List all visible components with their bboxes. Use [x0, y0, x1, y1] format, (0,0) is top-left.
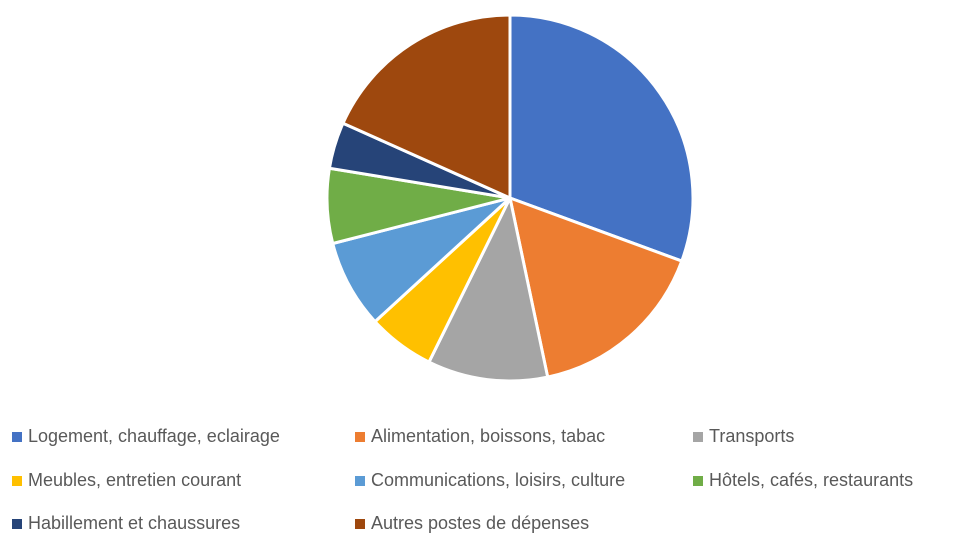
legend-swatch — [12, 519, 22, 529]
legend-swatch — [12, 432, 22, 442]
legend-swatch — [693, 432, 703, 442]
pie-slice — [426, 193, 550, 383]
legend-label: Logement, chauffage, eclairage — [28, 426, 280, 446]
legend-label: Transports — [709, 426, 794, 446]
legend-swatch — [693, 476, 703, 486]
pie-slice — [340, 13, 512, 201]
legend-label: Communications, loisirs, culture — [371, 470, 625, 490]
legend-swatch — [355, 432, 365, 442]
pie-slice — [508, 13, 695, 263]
pie-slice — [507, 195, 684, 379]
legend-swatch — [355, 476, 365, 486]
legend-label: Alimentation, boissons, tabac — [371, 426, 605, 446]
legend-swatch — [12, 476, 22, 486]
legend-label: Meubles, entretien courant — [28, 470, 241, 490]
legend-label: Hôtels, cafés, restaurants — [709, 470, 913, 490]
legend-label: Autres postes de dépenses — [371, 513, 589, 533]
legend-swatch — [355, 519, 365, 529]
legend-label: Habillement et chaussures — [28, 513, 240, 533]
